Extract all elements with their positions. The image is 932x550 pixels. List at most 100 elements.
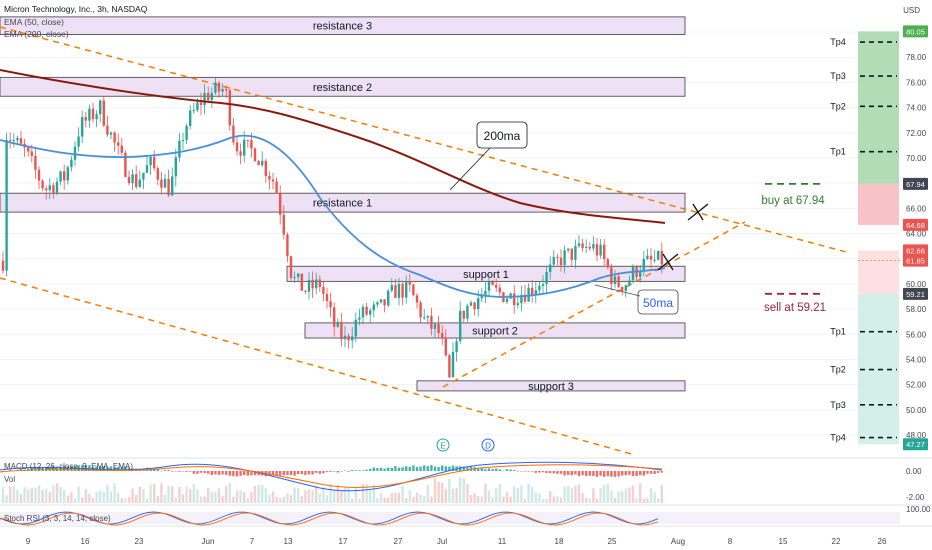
candle-body (516, 303, 519, 306)
target-label: Tp2 (830, 101, 846, 111)
candle-body (649, 255, 653, 260)
volume-bar (196, 489, 199, 503)
volume-bar (217, 488, 221, 503)
volume-bar (181, 494, 185, 503)
price-tick-label: 72.00 (906, 129, 927, 138)
macd-hist-bar (167, 469, 170, 471)
candle-body (358, 317, 361, 320)
candle-body (102, 100, 105, 126)
macd-hist-bar (372, 467, 375, 471)
candle-body (426, 315, 429, 318)
sell-label: sell at 59.21 (764, 302, 826, 314)
macd-hist-bar (221, 471, 224, 475)
volume-bar (343, 486, 347, 503)
macd-hist-bar (415, 466, 419, 471)
candle-body (343, 335, 347, 340)
cross-mark (662, 253, 674, 271)
macd-hist-bar (383, 468, 386, 471)
macd-hist-bar (282, 471, 285, 476)
price-tick-label: 60.00 (906, 280, 927, 289)
callout-box (637, 289, 679, 315)
volume-bar (307, 489, 311, 503)
volume-bar (23, 487, 26, 503)
macd-hist-bar (106, 467, 109, 471)
time-tick-label: 22 (832, 537, 841, 546)
volume-bar (437, 482, 440, 503)
volume-bar (37, 485, 41, 503)
candle-body (606, 259, 609, 268)
price-tick-label: 66.00 (906, 204, 927, 213)
macd-hist-bar (552, 471, 555, 474)
volume-bar (509, 496, 512, 503)
volume-bar (77, 486, 80, 503)
volume-bar (599, 487, 602, 503)
volume-bar (257, 484, 260, 503)
candle-body (73, 146, 77, 160)
ema200-line (0, 69, 666, 224)
volume-bar (387, 497, 390, 503)
price-tick-label: 76.00 (906, 78, 927, 87)
macd-hist-bar (448, 466, 451, 471)
volume-bar (358, 498, 361, 503)
macd-hist-bar (570, 471, 573, 476)
candle-body (617, 276, 620, 287)
candle-body (318, 279, 321, 288)
macd-hist-bar (505, 469, 509, 471)
macd-hist-bar (567, 471, 570, 475)
volume-bar (315, 485, 318, 503)
macd-hist-bar (19, 468, 23, 471)
volume-bar (185, 486, 188, 503)
candle-body (642, 258, 645, 271)
macd-hist-bar (653, 471, 656, 474)
volume-bar (261, 484, 264, 503)
candle-body (639, 270, 642, 277)
macd-hist-bar (361, 470, 365, 471)
volume-bar (660, 485, 663, 503)
candle-body (628, 280, 631, 286)
volume-bar (639, 483, 642, 503)
stoch-d-line (0, 512, 659, 526)
macd-hist-bar (315, 471, 318, 473)
macd-hist-bar (376, 468, 379, 471)
time-tick-label: 17 (339, 537, 348, 546)
macd-hist-bar (9, 469, 12, 471)
macd-hist-bar (102, 466, 105, 471)
macd-hist-bar (401, 467, 404, 471)
time-tick-label: 27 (394, 537, 403, 546)
volume-bar (289, 495, 293, 503)
macd-hist-bar (617, 471, 620, 477)
candle-body (491, 281, 494, 285)
volume-bar (354, 486, 357, 503)
macd-hist-bar (109, 466, 113, 471)
candle-body (556, 257, 559, 259)
candle-body (455, 341, 458, 352)
macd-hist-bar (477, 468, 480, 471)
macd-hist-bar (365, 469, 368, 471)
volume-bar (657, 498, 660, 503)
candle-body (311, 279, 314, 289)
volume-bar (192, 484, 195, 503)
candle-body (297, 273, 300, 278)
candle-body (603, 244, 606, 260)
volume-bar (318, 493, 321, 503)
volume-bar (595, 498, 599, 503)
price-badge (903, 287, 928, 300)
candle-body (156, 168, 159, 180)
volume-bar (624, 488, 627, 503)
macd-hist-bar (156, 468, 159, 471)
volume-bar (160, 483, 163, 503)
candle-body (412, 284, 415, 296)
candle-body (55, 181, 59, 194)
macd-hist-bar (649, 471, 653, 474)
candle-body (246, 139, 249, 141)
volume-bar (520, 485, 523, 503)
volume-bar (556, 496, 559, 503)
candle-body (117, 142, 120, 146)
candle-body (48, 185, 51, 191)
volume-bar (239, 490, 242, 503)
macd-hist-bar (549, 471, 552, 474)
macd-hist-bar (559, 471, 563, 474)
macd-hist-bar (336, 471, 339, 473)
volume-bar (48, 491, 51, 503)
